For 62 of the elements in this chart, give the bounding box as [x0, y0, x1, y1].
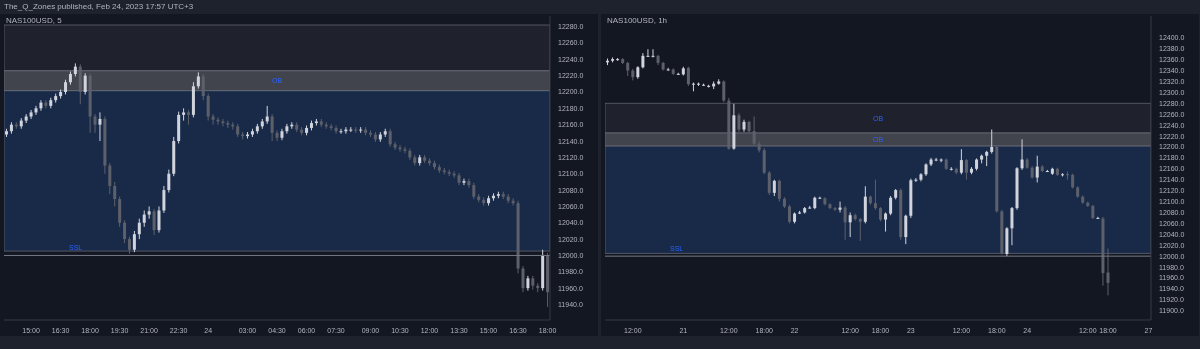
- chart-title: NAS100USD, 1h: [607, 16, 668, 25]
- candlestick: [1020, 138, 1024, 171]
- candlestick: [1035, 155, 1039, 183]
- candlestick: [462, 178, 466, 186]
- candlestick: [162, 185, 166, 214]
- candlestick: [275, 129, 279, 142]
- candlestick: [904, 214, 908, 245]
- candlestick: [884, 211, 888, 233]
- candlestick: [108, 162, 112, 195]
- candlestick: [226, 120, 230, 129]
- candlestick: [767, 170, 771, 196]
- text: The_Q_Zones published, Feb 24, 2023 17:57 UTC+3: [4, 2, 194, 11]
- candlestick: [1096, 216, 1100, 220]
- candlestick: [1106, 248, 1110, 296]
- candlestick: [990, 129, 994, 155]
- candlestick: [211, 113, 215, 126]
- candlestick: [403, 146, 407, 154]
- candlestick: [34, 105, 38, 116]
- candlestick: [83, 72, 87, 95]
- candlestick: [889, 195, 893, 216]
- candlestick: [762, 147, 766, 175]
- candlestick: [339, 128, 343, 135]
- candlestick: [858, 217, 862, 242]
- candlestick: [843, 205, 847, 241]
- candlestick: [873, 179, 877, 211]
- candlestick: [646, 48, 650, 58]
- candlestick: [118, 196, 122, 228]
- candlestick: [270, 113, 274, 142]
- candlestick: [914, 177, 918, 183]
- candlestick: [44, 99, 48, 109]
- candlestick: [132, 230, 136, 253]
- chart-title: NAS100USD, 5: [6, 16, 62, 25]
- candlestick: [467, 178, 471, 189]
- candlestick: [1010, 206, 1014, 246]
- candlestick: [393, 141, 397, 151]
- candlestick: [123, 219, 127, 244]
- candlestick: [651, 48, 655, 58]
- candlestick: [722, 79, 726, 103]
- candlestick: [408, 147, 412, 161]
- candlestick: [777, 179, 781, 203]
- candlestick: [329, 123, 333, 131]
- candlestick: [147, 205, 151, 220]
- candlestick: [334, 125, 338, 135]
- candlestick: [98, 111, 102, 142]
- candlestick: [206, 93, 210, 122]
- candlestick: [221, 118, 225, 127]
- candlestick: [959, 148, 963, 175]
- candlestick: [152, 208, 156, 236]
- candlestick: [686, 66, 690, 87]
- candlestick: [93, 113, 97, 134]
- candlestick: [521, 265, 525, 293]
- candlestick: [167, 169, 171, 194]
- candlestick: [737, 112, 741, 133]
- candlestick: [752, 115, 756, 146]
- candlestick: [964, 158, 968, 181]
- candlestick: [285, 123, 289, 135]
- candlestick: [848, 211, 852, 238]
- candlestick: [157, 205, 161, 234]
- candlestick: [137, 218, 141, 240]
- candlestick: [201, 73, 205, 101]
- candlestick: [113, 181, 117, 207]
- candlestick: [788, 204, 791, 224]
